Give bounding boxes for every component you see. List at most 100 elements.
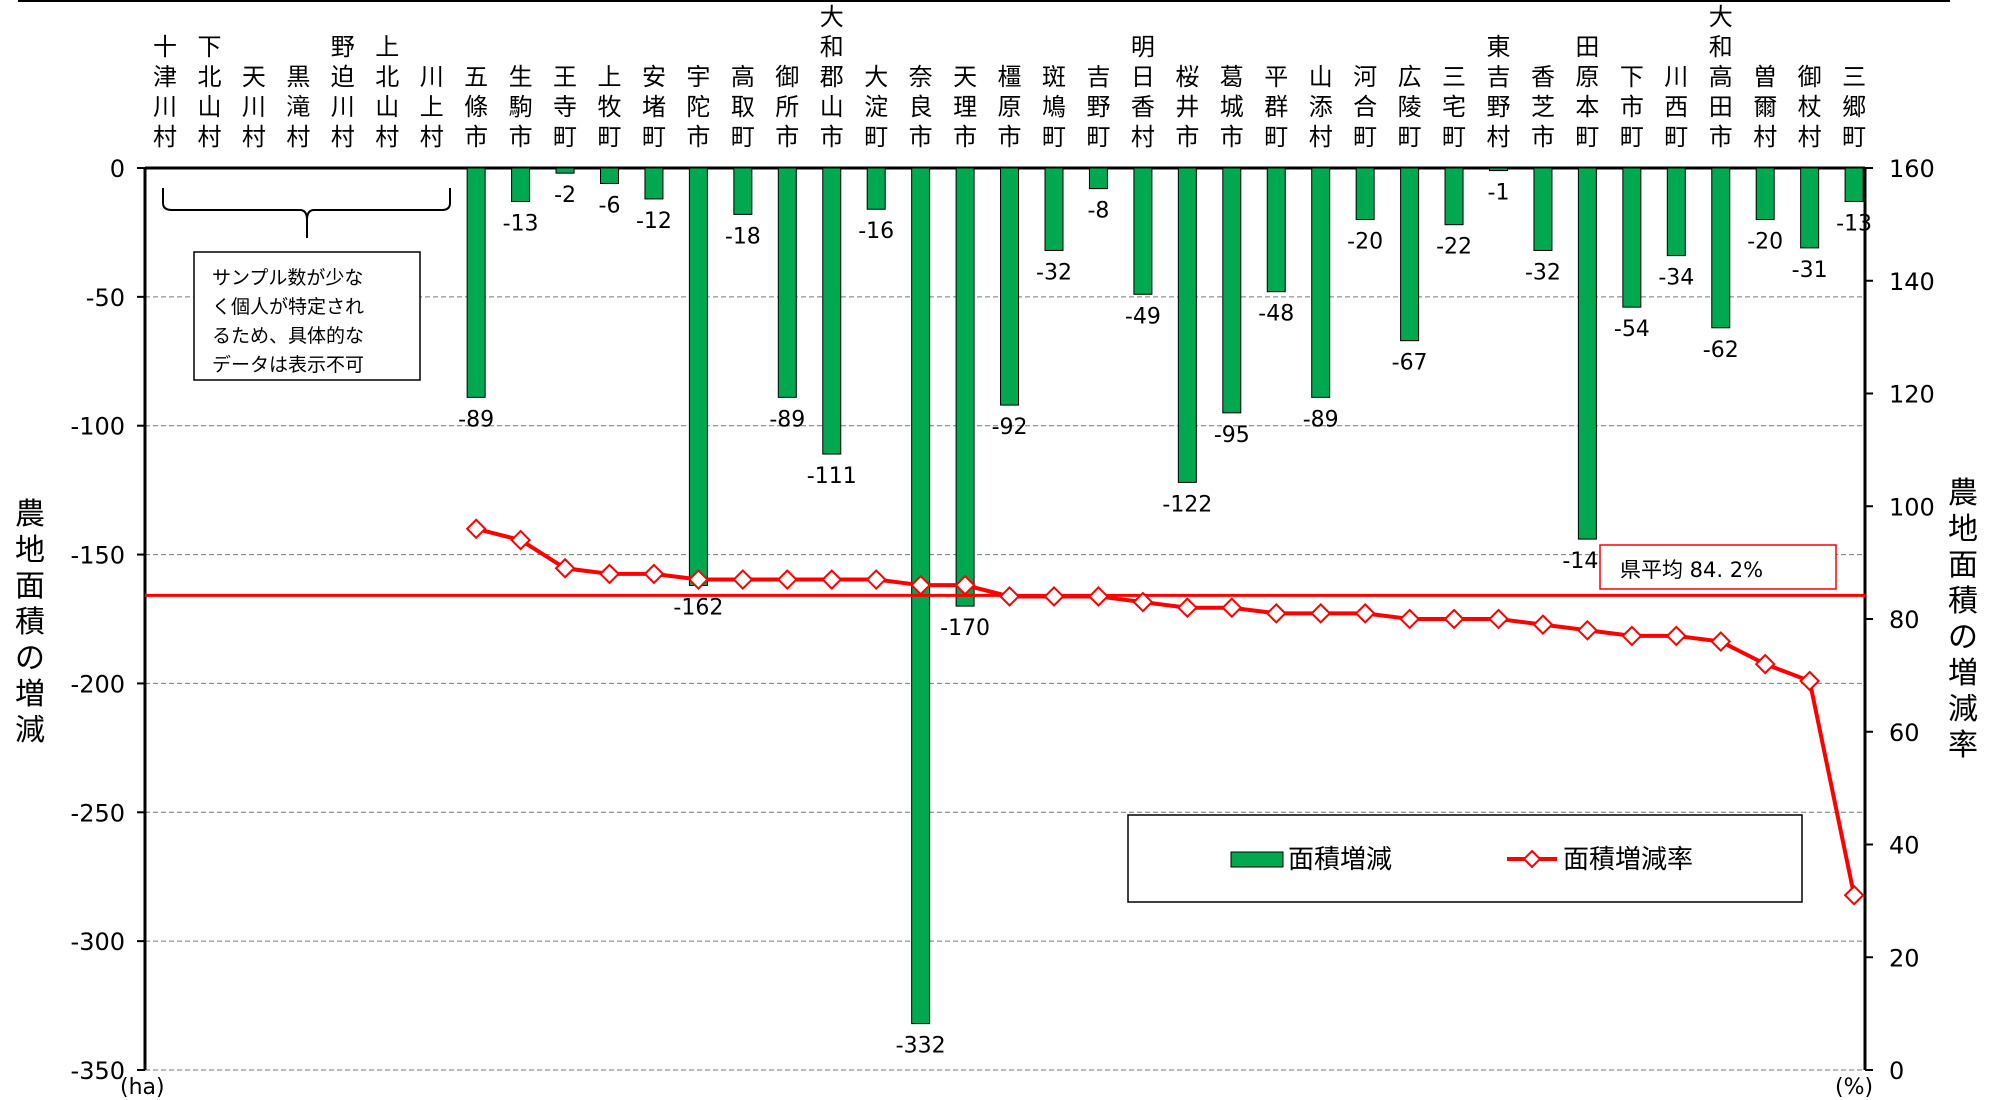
bar [644,167,664,200]
category-label: 明日香村 [1131,33,1155,151]
category-label: 黒滝村 [286,63,310,151]
left-tick-label: -300 [71,928,125,956]
legend: 面積増減 面積増減率 [1127,814,1803,903]
bar [1666,167,1686,257]
axis-titles: 農地面積の増減 農地面積の増減率 [15,476,1978,763]
bar [1800,167,1820,249]
bar [777,167,797,398]
category-label: 東吉野村 [1487,33,1511,151]
rate-point [910,574,932,596]
right-tick-label: 40 [1889,832,1920,860]
bar-data-label: -89 [458,407,494,432]
right-unit: (%) [1835,1075,1873,1100]
category-label: 野迫川村 [331,33,355,151]
annotation-text: サンプル数が少なく個人が特定されるため、具体的なデータは表示不可 [212,267,364,376]
bar-data-label: -92 [992,415,1028,440]
bar [688,167,708,586]
rate-point [1710,631,1732,652]
rate-point [1265,602,1287,624]
bar-data-label: -12 [636,209,672,234]
legend-line-marker [1522,849,1542,869]
bar [600,167,619,184]
annotation-brace [162,188,451,221]
bar-data-label: -1 [1488,181,1510,206]
right-tick-label: 160 [1889,155,1935,183]
category-label: 葛城市 [1220,63,1244,151]
bar [1489,167,1508,172]
rate-point [687,569,709,590]
category-label: 桜井市 [1175,63,1199,151]
rate-point [1221,597,1243,619]
category-label: 斑鳩町 [1042,63,1066,151]
bar [866,167,886,210]
bar-data-label: -162 [673,595,723,620]
category-label: 下北山村 [197,33,221,151]
category-label: 御所市 [775,63,799,151]
left-tick-label: -250 [71,799,125,827]
category-label: 五條市 [464,63,488,151]
bar-data-label: -332 [896,1034,946,1059]
left-axis-title: 農地面積の増減 [15,497,45,748]
category-label: 川西町 [1664,63,1688,151]
rate-point [776,569,798,590]
rate-point [1843,884,1865,906]
rate-point [1088,586,1109,607]
category-label: 山添村 [1309,63,1333,151]
rate-point [1576,619,1598,641]
category-label: 大淀町 [864,63,888,151]
left-tick-label: -100 [71,413,125,441]
right-axis: 160 140 120 100 80 60 40 20 0 (%) [1835,155,1935,1100]
rate-point [465,518,487,540]
category-label: 香芝市 [1531,63,1555,151]
average-label: 県平均 84. 2% [1620,558,1763,582]
bar-data-label: -89 [769,407,805,432]
bar-data-label: -18 [725,224,761,249]
rate-point [1754,653,1776,675]
category-label: 大和高田市 [1709,3,1733,151]
bar [733,167,753,215]
right-tick-label: 120 [1889,381,1935,409]
category-label: 田原本町 [1575,33,1599,151]
category-label: 吉野町 [1086,63,1110,151]
bar [1711,167,1731,329]
category-label: 橿原市 [998,63,1022,151]
annotation: サンプル数が少なく個人が特定されるため、具体的なデータは表示不可 [162,188,451,381]
category-label: 天川村 [242,63,266,151]
rate-point [865,569,887,590]
bar [1533,167,1553,251]
rate-point [1443,608,1465,630]
category-label: 高取町 [731,63,755,151]
rate-point [1354,602,1376,624]
right-tick-label: 0 [1889,1057,1904,1085]
bar [511,167,531,203]
grid-lines [145,296,1865,1071]
bar-data-label: -67 [1392,351,1428,376]
category-label: 川上村 [420,63,444,151]
right-tick-label: 60 [1889,719,1920,747]
bar-data-label: -22 [1436,235,1472,260]
average-label-frame [1599,544,1837,590]
bar [822,167,842,455]
category-label: 大和郡山市 [820,3,844,151]
bar [1044,167,1064,251]
category-label: 十津川村 [153,33,177,151]
bar-data-label: -8 [1087,199,1109,224]
right-tick-label: 100 [1889,493,1935,521]
category-label: 御杖村 [1798,63,1822,151]
category-label: 広陵町 [1398,63,1422,151]
rate-point [1176,597,1198,619]
left-axis: 0 -50 -100 -150 -200 -250 -300 -350(ha) [71,155,1865,1100]
rate-point [1310,602,1332,624]
bar-data-label: -48 [1258,302,1294,327]
category-label: 天理市 [953,63,977,151]
left-tick-label: -150 [71,542,125,570]
right-axis-title: 農地面積の増減率 [1948,476,1978,763]
bar [1000,167,1020,406]
left-tick-label: -50 [86,284,125,312]
bar-data-label: -31 [1792,258,1828,283]
bar [1088,167,1108,190]
bar-series [466,167,1864,1025]
category-label: 三宅町 [1442,63,1466,151]
right-tick-label: 20 [1889,944,1920,972]
